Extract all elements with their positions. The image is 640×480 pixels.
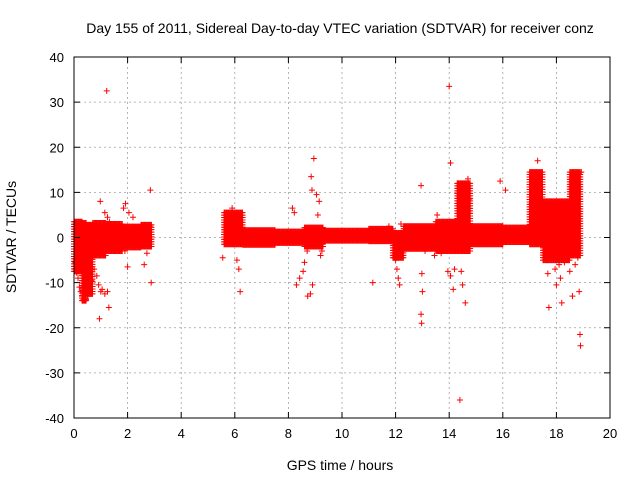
chart-title: Day 155 of 2011, Sidereal Day-to-day VTE… bbox=[86, 20, 594, 36]
data-points bbox=[71, 83, 585, 403]
